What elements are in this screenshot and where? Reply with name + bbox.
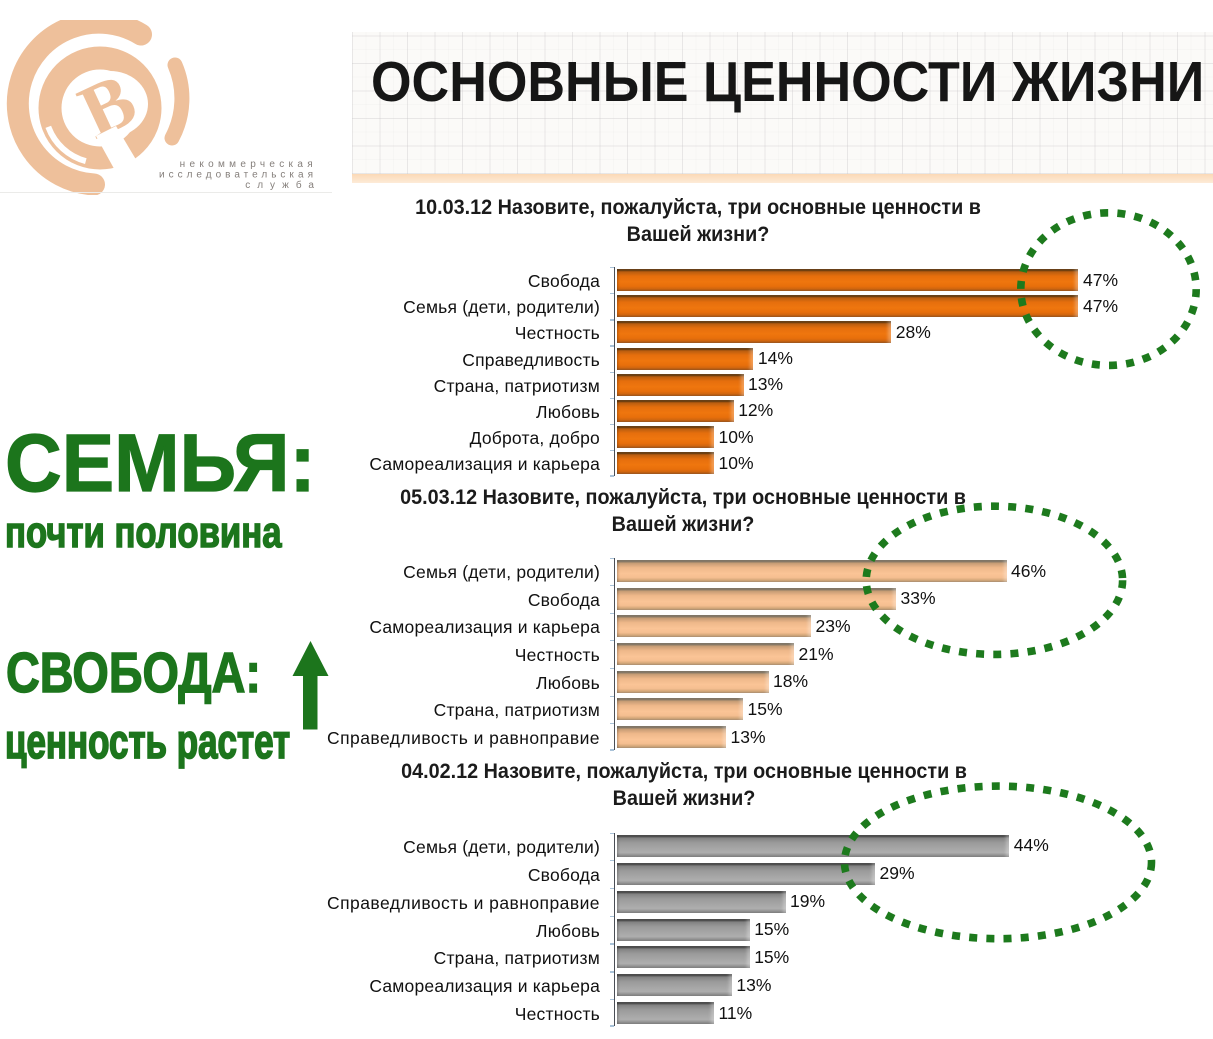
svg-text:исследовательская: исследовательская xyxy=(159,170,317,181)
svg-text:служба: служба xyxy=(245,179,321,191)
svg-text:некоммерческая: некоммерческая xyxy=(180,159,317,170)
